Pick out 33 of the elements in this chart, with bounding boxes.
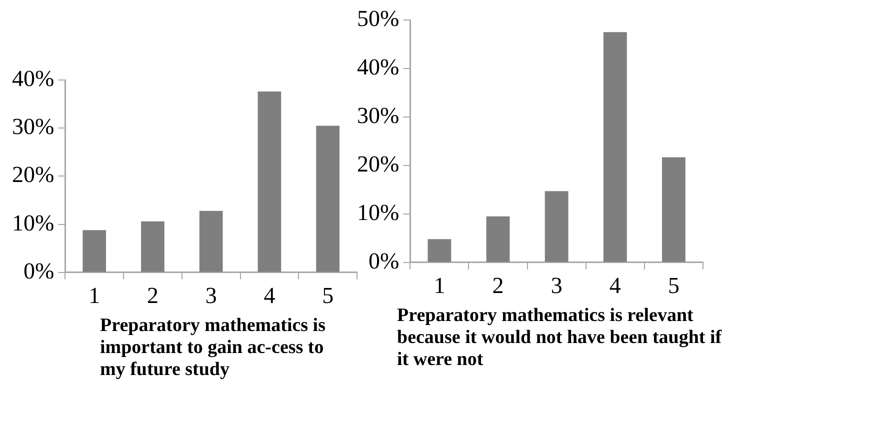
x-axis-title: Preparatory mathematics is relevant because it would not have been taught if it were not [397, 305, 723, 371]
x-tick-label: 3 [205, 283, 217, 308]
x-tick-label: 5 [668, 273, 680, 298]
bar [82, 230, 106, 272]
x-tick-label: 5 [322, 283, 334, 308]
y-tick-label: 30% [356, 103, 400, 128]
bar [544, 191, 568, 262]
y-tick-label: 0% [368, 248, 400, 274]
y-tick-label: 10% [12, 210, 54, 236]
bar [603, 32, 627, 262]
bar [316, 126, 340, 272]
x-tick-label: 1 [88, 283, 100, 308]
x-axis-title: Preparatory mathematics is important to gain ac-cess to my future study [100, 315, 326, 381]
y-tick-label: 40% [356, 54, 400, 80]
bar [199, 210, 223, 272]
y-tick-label: 30% [12, 114, 54, 140]
x-tick-label: 4 [609, 273, 622, 298]
y-tick-label: 50% [356, 6, 400, 32]
bar [662, 157, 686, 262]
bar [428, 239, 452, 262]
y-tick-label: 20% [12, 162, 54, 188]
bar [141, 221, 164, 272]
y-tick-label: 20% [356, 151, 400, 176]
x-tick-label: 2 [492, 273, 504, 298]
bar [258, 92, 282, 272]
y-tick-label: 40% [12, 66, 54, 92]
bar [486, 216, 510, 262]
x-tick-label: 4 [264, 283, 276, 308]
x-tick-label: 3 [550, 273, 562, 298]
x-tick-label: 2 [146, 283, 158, 308]
x-tick-label: 1 [434, 273, 446, 298]
y-tick-label: 0% [23, 258, 54, 284]
y-tick-label: 10% [356, 200, 400, 225]
